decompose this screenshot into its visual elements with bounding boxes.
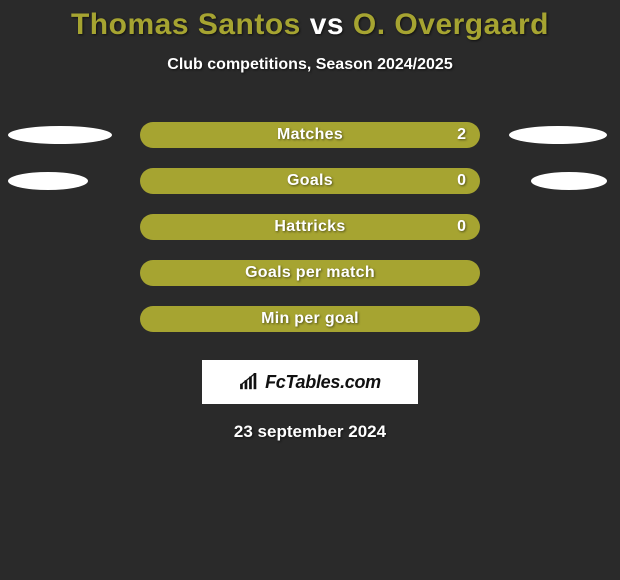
stat-row: Hattricks 0 <box>0 204 620 250</box>
stat-bar: Min per goal <box>140 306 480 332</box>
stat-label: Matches <box>277 126 343 144</box>
stat-value-right: 0 <box>457 218 466 236</box>
player1-name: Thomas Santos <box>71 8 301 41</box>
stat-label: Min per goal <box>261 310 359 328</box>
stat-row: Matches 2 <box>0 112 620 158</box>
right-ellipse <box>531 172 607 190</box>
stat-row: Goals per match <box>0 250 620 296</box>
stat-bar: Matches 2 <box>140 122 480 148</box>
chart-icon <box>239 373 261 391</box>
stat-value-right: 0 <box>457 172 466 190</box>
date-text: 23 september 2024 <box>0 422 620 442</box>
right-ellipse <box>509 126 607 144</box>
logo-box: FcTables.com <box>202 360 418 404</box>
page-title: Thomas Santos vs O. Overgaard <box>0 8 620 42</box>
stat-bar: Goals 0 <box>140 168 480 194</box>
stat-label: Hattricks <box>274 218 345 236</box>
stat-row: Goals 0 <box>0 158 620 204</box>
stat-bar: Goals per match <box>140 260 480 286</box>
vs-text: vs <box>310 8 344 41</box>
stat-row: Min per goal <box>0 296 620 342</box>
subtitle: Club competitions, Season 2024/2025 <box>0 56 620 74</box>
logo: FcTables.com <box>239 372 381 393</box>
logo-text: FcTables.com <box>265 372 381 393</box>
stat-label: Goals per match <box>245 264 375 282</box>
comparison-widget: Thomas Santos vs O. Overgaard Club compe… <box>0 0 620 442</box>
player2-name: O. Overgaard <box>353 8 549 41</box>
stat-value-right: 2 <box>457 126 466 144</box>
left-ellipse <box>8 172 88 190</box>
stat-rows: Matches 2 Goals 0 Hattricks 0 Goals <box>0 112 620 342</box>
left-ellipse <box>8 126 112 144</box>
stat-label: Goals <box>287 172 333 190</box>
stat-bar: Hattricks 0 <box>140 214 480 240</box>
